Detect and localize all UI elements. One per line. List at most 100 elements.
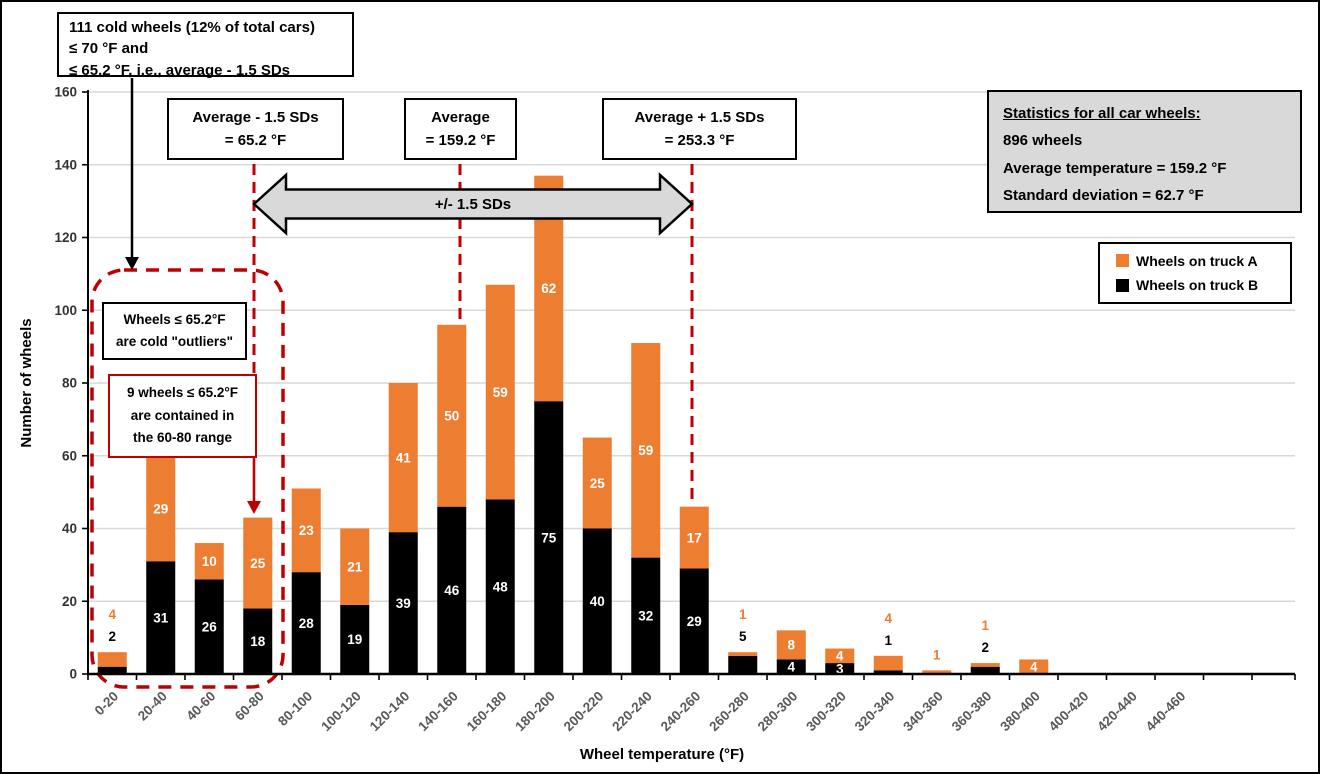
x-tick-label: 60-80 (232, 689, 267, 724)
statistics-average: Average temperature = 159.2 °F (1003, 159, 1227, 177)
x-tick-label: 220-240 (609, 689, 655, 735)
bar-segment-truck-a-200-220 (582, 437, 612, 529)
bar-label-truck-a-60-80: 25 (250, 556, 266, 571)
average-box: Average = 159.2 °F (404, 98, 517, 160)
avg-minus-value: = 65.2 °F (224, 132, 287, 149)
statistics-title: Statistics for all car wheels: (1003, 105, 1201, 122)
bar-segment-truck-a-140-160 (437, 324, 467, 507)
average-label: Average (431, 108, 490, 126)
x-tick-label: 300-320 (803, 689, 849, 735)
bar-label-truck-b-220-240: 32 (638, 609, 653, 624)
bar-segment-truck-b-300-320 (825, 663, 855, 674)
x-tick-label: 20-40 (135, 689, 170, 724)
x-tick-label: 360-380 (949, 689, 995, 735)
callout-line: 111 cold wheels (12% of total cars) (69, 19, 315, 36)
avg-plus-label: Average + 1.5 SDs (634, 108, 765, 126)
bar-label-truck-b-140-160: 46 (444, 583, 460, 598)
bar-label-truck-a-220-240: 59 (638, 443, 653, 458)
legend-swatch-truck-a (1116, 254, 1129, 268)
bar-label-truck-a-160-180: 59 (493, 385, 508, 400)
bar-label-truck-b-200-220: 40 (590, 594, 605, 609)
bar-label-truck-b-280-300: 4 (787, 660, 795, 675)
bar-label-truck-a-180-200: 62 (541, 281, 556, 296)
bar-label-truck-a-280-300: 8 (787, 638, 795, 653)
bar-label-truck-b-40-60: 26 (202, 620, 218, 635)
bar-segment-truck-b-360-380 (970, 666, 1000, 674)
bar-segment-truck-a-380-400 (1019, 659, 1049, 674)
x-tick-label: 260-280 (706, 689, 752, 735)
bar-segment-truck-b-220-240 (631, 557, 661, 674)
nine-wheels-note-box: 9 wheels ≤ 65.2°F are contained in the 6… (108, 374, 257, 458)
legend-swatch-truck-b (1116, 278, 1129, 292)
x-tick-label: 100-120 (318, 689, 364, 735)
bar-label-truck-a-300-320: 4 (836, 649, 844, 664)
red-arrow-head (247, 501, 261, 514)
bar-segment-truck-b-80-100 (291, 572, 321, 674)
bar-label-truck-a-40-60: 10 (202, 554, 217, 569)
bar-label-truck-a-200-220: 25 (590, 476, 606, 491)
bar-segment-truck-b-160-180 (485, 499, 515, 674)
callout-arrow-head (125, 257, 139, 270)
x-tick-label: 200-220 (561, 689, 607, 735)
bar-segment-truck-b-40-60 (194, 579, 224, 674)
bar-segment-truck-a-260-280 (728, 652, 758, 656)
legend-item-truck-b: Wheels on truck B (1116, 277, 1290, 293)
statistics-wheel-count: 896 wheels (1003, 132, 1083, 150)
y-tick-label: 0 (69, 667, 77, 682)
cold-outliers-note-box: Wheels ≤ 65.2°F are cold "outliers" (102, 302, 247, 360)
y-tick-label: 80 (62, 376, 77, 391)
x-tick-label: 420-440 (1094, 689, 1140, 735)
bar-segment-truck-b-20-40 (146, 561, 176, 674)
y-tick-label: 160 (54, 85, 77, 100)
statistics-stddev: Standard deviation = 62.7 °F (1003, 187, 1204, 205)
y-tick-label: 120 (54, 230, 77, 245)
bar-segment-truck-a-220-240 (631, 342, 661, 558)
bar-label-truck-b-60-80: 18 (250, 634, 266, 649)
bar-label-truck-a-100-120: 21 (347, 559, 363, 574)
bar-label-truck-a-20-40: 29 (153, 501, 168, 516)
bar-segment-truck-a-340-360 (922, 670, 952, 674)
x-tick-label: 180-200 (512, 689, 558, 735)
bar-label-truck-b-120-140: 39 (396, 596, 411, 611)
x-tick-label: 140-160 (415, 689, 461, 735)
bar-segment-truck-a-0-20 (97, 652, 127, 667)
bar-segment-truck-a-360-380 (970, 663, 1000, 667)
bar-label-truck-b-300-320: 3 (836, 661, 844, 676)
bar-label-truck-b-240-260: 29 (687, 614, 702, 629)
bar-segment-truck-a-240-260 (679, 506, 709, 569)
bar-label-truck-a-260-280: 1 (739, 607, 747, 622)
nine-wheels-line: are contained in (130, 407, 235, 423)
legend-label-truck-b: Wheels on truck B (1136, 277, 1259, 294)
outlier-note-line: are cold "outliers" (115, 334, 234, 349)
x-tick-label: 160-180 (464, 689, 510, 735)
x-tick-label: 0-20 (92, 689, 122, 719)
bar-segment-truck-b-60-80 (243, 608, 273, 674)
bar-label-truck-a-360-380: 1 (981, 618, 989, 633)
bar-label-truck-b-20-40: 31 (153, 610, 169, 625)
x-tick-label: 120-140 (367, 689, 413, 735)
bar-label-truck-a-340-360: 1 (933, 647, 941, 662)
x-tick-label: 380-400 (997, 689, 1043, 735)
x-tick-label: 40-60 (183, 689, 218, 724)
bar-segment-truck-b-260-280 (728, 655, 758, 674)
y-tick-label: 60 (62, 448, 77, 463)
bar-label-truck-a-120-140: 41 (396, 450, 412, 465)
bar-label-truck-b-80-100: 28 (299, 616, 315, 631)
bar-label-truck-b-320-340: 1 (884, 633, 892, 648)
avg-plus-1p5sd-box: Average + 1.5 SDs = 253.3 °F (602, 98, 797, 160)
legend-label-truck-a: Wheels on truck A (1136, 252, 1258, 269)
bar-segment-truck-a-280-300 (776, 630, 806, 660)
callout-line: ≤ 70 °F and (69, 40, 149, 58)
avg-plus-value: = 253.3 °F (664, 132, 735, 149)
bar-label-truck-b-160-180: 48 (493, 580, 509, 595)
sd-range-arrow-label: +/- 1.5 SDs (434, 196, 512, 213)
bar-label-truck-a-140-160: 50 (444, 409, 459, 424)
x-axis-title: Wheel temperature (°F) (579, 746, 745, 763)
sd-range-arrow (252, 172, 694, 236)
bar-segment-truck-a-40-60 (194, 543, 224, 580)
avg-minus-label: Average - 1.5 SDs (192, 108, 319, 126)
x-tick-label: 320-340 (852, 689, 898, 735)
bar-label-truck-b-360-380: 2 (981, 640, 989, 655)
bar-segment-truck-a-80-100 (291, 488, 321, 573)
